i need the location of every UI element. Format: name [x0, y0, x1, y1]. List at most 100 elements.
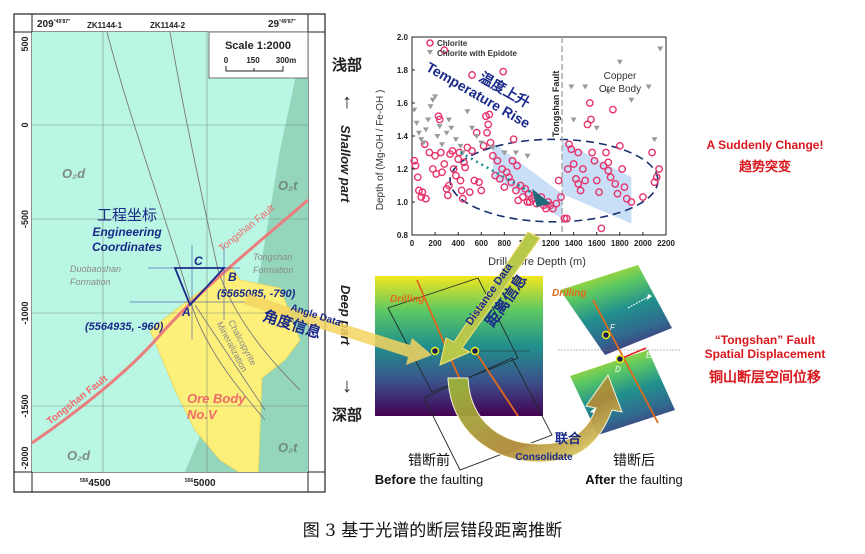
chlorite-point [615, 142, 624, 150]
chlorite-point [574, 179, 583, 188]
chlorite-point [618, 165, 627, 173]
formation-o2d-bottom: O₂d [67, 448, 91, 463]
right-coordinate-label: 29°49'87" [268, 19, 296, 30]
chlorite-point [602, 148, 610, 157]
point-e-label: E [646, 351, 652, 360]
x-tick-label: 0 [410, 239, 415, 248]
chlorite-point [443, 191, 452, 200]
epidote-point [582, 84, 589, 90]
epidote-point [411, 107, 418, 113]
chlorite-point [597, 224, 606, 233]
chlorite-point [576, 186, 585, 195]
chlorite-point [604, 158, 613, 167]
legend-epidote-label: Chlorite with Epidote [437, 49, 518, 58]
chlorite-point [440, 46, 449, 55]
engineering-coordinates-cn: 工程坐标 [97, 207, 157, 224]
point-c-label: C [194, 254, 203, 268]
point-a-label: A [181, 305, 191, 319]
point-d-marker [615, 354, 625, 364]
point-d-label: D [615, 365, 621, 374]
chlorite-point [581, 176, 590, 185]
y-axis-label: Depth of (Mg-OH / Fe-OH ) [375, 90, 386, 211]
chlorite-point [436, 148, 445, 157]
intersection-point [430, 346, 440, 356]
x-tick-label: 800 [498, 239, 512, 248]
fault-displacement-cn: 铜山断层空间位移 [709, 369, 821, 385]
chlorite-point [552, 199, 561, 208]
chlorite-point [438, 168, 446, 177]
epidote-point [429, 97, 436, 103]
chlorite-point [590, 156, 599, 165]
epidote-point [469, 125, 476, 131]
copper-ore-body-label: Copper Ore Body [599, 71, 641, 95]
chlorite-point [465, 188, 474, 197]
chlorite-point [560, 214, 569, 223]
deep-cn-label: 深部 [332, 406, 362, 424]
drilling-line-after [592, 299, 659, 424]
chlorite-point [563, 165, 572, 173]
fault-displacement-en-1: “Tongshan” Fault [714, 333, 816, 347]
epidote-point [645, 84, 652, 90]
movement-arrow-up-icon [627, 296, 649, 309]
chlorite-point [587, 115, 595, 124]
y-tick: -1000 [20, 301, 30, 324]
epidote-point [443, 130, 450, 136]
scale-tick-300: 300m [276, 56, 296, 65]
geological-section-map: Scale 1:2000 0 150 300m 209°49'87" ZK114… [13, 13, 326, 493]
chlorite-point [461, 163, 470, 172]
y-tick-label: 2.0 [397, 33, 409, 42]
epidote-point [452, 137, 459, 143]
epidote-point [489, 145, 496, 151]
left-coordinate-label: 209°49'87" [37, 19, 71, 30]
chlorite-point [554, 176, 563, 185]
tongshan-formation-label: Tongshan Formation [253, 252, 294, 275]
chlorite-point [477, 186, 486, 195]
x-tick-label: 600 [475, 239, 489, 248]
x-tick-label: 1200 [542, 239, 560, 248]
formation-o2t-bottom: O₂t [278, 440, 298, 455]
chlorite-point [418, 188, 427, 197]
shallow-en-label: Shallow part [338, 125, 353, 203]
chlorite-point [468, 71, 476, 79]
y-tick-label: 0.8 [397, 231, 409, 240]
chlorite-point [460, 158, 468, 167]
chlorite-point [620, 183, 629, 192]
chlorite-point [595, 188, 603, 197]
epidote-point [434, 134, 441, 139]
chlorite-point [411, 161, 420, 170]
angle-data-arrow-icon [244, 294, 432, 365]
epidote-point [415, 130, 422, 136]
scatter-chart: 0200400600800100012001400160018002000220… [375, 33, 675, 268]
chlorite-point [611, 179, 620, 188]
chlorite-point [500, 183, 509, 192]
y-tick-label: 1.0 [397, 198, 409, 207]
x-tick-label: 400 [452, 239, 466, 248]
up-arrow-icon: ↑ [342, 91, 352, 113]
sudden-change-note: A Suddenly Change! 趋势突变 [665, 138, 865, 175]
tongshan-fault-line [32, 198, 308, 445]
legend-chlorite-marker [426, 39, 434, 47]
chlorite-point [499, 67, 508, 76]
epidote-point [427, 104, 434, 110]
x-tick-label: 1400 [565, 239, 583, 248]
triangle-abc [173, 267, 227, 307]
y-axis-ticks: 500 0 -500 -1000 -1500 -2000 [20, 36, 30, 469]
chlorite-point [574, 148, 583, 157]
sudden-change-cn: 趋势突变 [738, 159, 791, 174]
before-label-cn: 错断前 [408, 452, 450, 468]
chlorite-point [655, 165, 663, 173]
chlorite-point [435, 115, 444, 124]
epidote-point [432, 94, 439, 100]
epidote-point [616, 59, 623, 65]
chlorite-point [485, 110, 494, 119]
chlorite-point [445, 181, 453, 190]
chlorite-point [604, 166, 613, 175]
chlorite-point [431, 151, 439, 160]
y-tick-label: 1.4 [397, 132, 409, 141]
chlorite-point [479, 142, 488, 150]
epidote-point [457, 143, 464, 149]
epidote-point [425, 117, 432, 123]
intersection-point [470, 346, 480, 356]
y-tick: -1500 [20, 394, 30, 417]
epidote-point [413, 120, 420, 126]
